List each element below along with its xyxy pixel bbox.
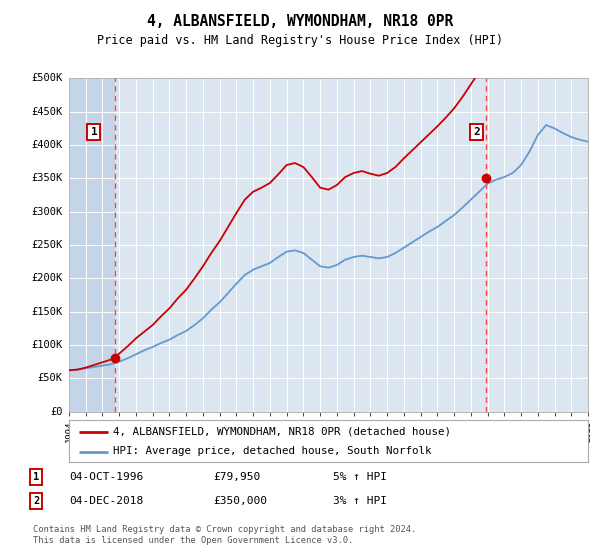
Text: 4, ALBANSFIELD, WYMONDHAM, NR18 0PR: 4, ALBANSFIELD, WYMONDHAM, NR18 0PR — [147, 14, 453, 29]
Text: Price paid vs. HM Land Registry's House Price Index (HPI): Price paid vs. HM Land Registry's House … — [97, 34, 503, 46]
Text: Contains HM Land Registry data © Crown copyright and database right 2024.
This d: Contains HM Land Registry data © Crown c… — [33, 525, 416, 545]
Text: 1: 1 — [91, 127, 97, 137]
Text: £50K: £50K — [38, 374, 63, 383]
Text: £300K: £300K — [32, 207, 63, 217]
Bar — [69, 78, 115, 412]
Text: £500K: £500K — [32, 73, 63, 83]
Text: £79,950: £79,950 — [213, 472, 260, 482]
Text: £350,000: £350,000 — [213, 496, 267, 506]
Text: £450K: £450K — [32, 107, 63, 116]
Text: HPI: Average price, detached house, South Norfolk: HPI: Average price, detached house, Sout… — [113, 446, 431, 456]
Text: 4, ALBANSFIELD, WYMONDHAM, NR18 0PR (detached house): 4, ALBANSFIELD, WYMONDHAM, NR18 0PR (det… — [113, 427, 451, 437]
Text: £150K: £150K — [32, 307, 63, 316]
Text: £350K: £350K — [32, 174, 63, 183]
Text: 3% ↑ HPI: 3% ↑ HPI — [333, 496, 387, 506]
Text: 5% ↑ HPI: 5% ↑ HPI — [333, 472, 387, 482]
Text: 04-OCT-1996: 04-OCT-1996 — [69, 472, 143, 482]
Text: £400K: £400K — [32, 140, 63, 150]
Text: £0: £0 — [50, 407, 63, 417]
Text: £250K: £250K — [32, 240, 63, 250]
Text: 04-DEC-2018: 04-DEC-2018 — [69, 496, 143, 506]
Text: £100K: £100K — [32, 340, 63, 350]
Text: £200K: £200K — [32, 273, 63, 283]
Text: 2: 2 — [473, 127, 481, 137]
Text: 2: 2 — [33, 496, 39, 506]
Text: 1: 1 — [33, 472, 39, 482]
